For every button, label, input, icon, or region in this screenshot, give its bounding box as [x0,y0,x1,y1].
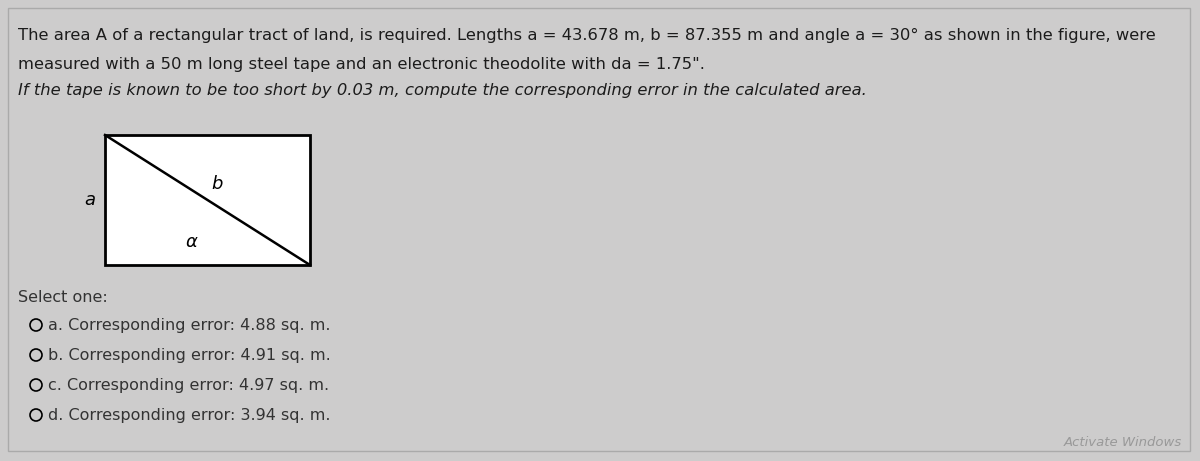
Text: Select one:: Select one: [18,290,108,305]
Text: a. Corresponding error: 4.88 sq. m.: a. Corresponding error: 4.88 sq. m. [48,318,330,332]
Text: α: α [185,233,197,251]
Text: If the tape is known to be too short by 0.03 m, compute the corresponding error : If the tape is known to be too short by … [18,83,866,98]
Text: Activate Windows: Activate Windows [1063,436,1182,449]
Text: d. Corresponding error: 3.94 sq. m.: d. Corresponding error: 3.94 sq. m. [48,408,330,422]
Text: The area A of a rectangular tract of land, is required. Lengths a = 43.678 m, b : The area A of a rectangular tract of lan… [18,28,1156,43]
Text: a: a [84,191,95,209]
Bar [106,135,310,265]
Text: measured with a 50 m long steel tape and an electronic theodolite with da = 1.75: measured with a 50 m long steel tape and… [18,57,704,72]
Text: b: b [211,175,223,194]
Text: b. Corresponding error: 4.91 sq. m.: b. Corresponding error: 4.91 sq. m. [48,348,331,362]
Text: c. Corresponding error: 4.97 sq. m.: c. Corresponding error: 4.97 sq. m. [48,378,329,392]
